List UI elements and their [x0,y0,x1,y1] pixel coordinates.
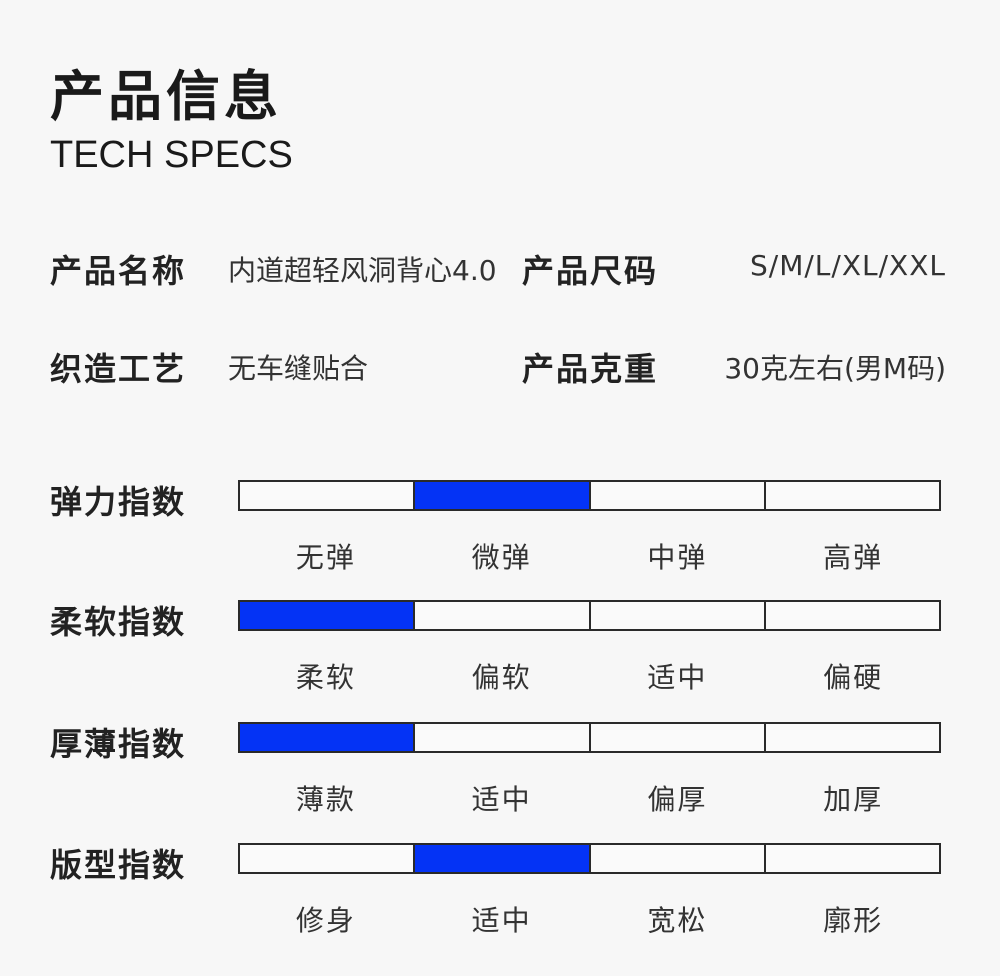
index-option-label: 适中 [471,904,532,937]
product-size-label: 产品尺码 [522,252,659,290]
index-label: 柔软指数 [50,603,187,641]
index-segment [591,845,766,872]
index-options: 无弹 微弹 中弹 高弹 [238,536,941,576]
index-option-label: 修身 [295,904,356,937]
index-option-label: 偏软 [471,661,532,694]
index-segment-selected [415,845,591,872]
index-segment [766,602,939,629]
index-segment [240,482,416,509]
page-title: 产品信息 [50,65,282,128]
craft-value: 无车缝贴合 [228,352,369,385]
index-segment [415,602,591,629]
index-option-label: 微弹 [471,541,532,574]
index-segment-selected [415,482,591,509]
index-segment [591,482,766,509]
product-name-label: 产品名称 [50,252,187,290]
index-segment [766,482,939,509]
product-name-value: 内道超轻风洞背心4.0 [228,254,497,287]
index-segment-selected [240,724,416,751]
index-bar [238,722,941,753]
index-segment [240,845,416,872]
index-option-label: 偏厚 [647,783,708,816]
index-option-label: 廓形 [823,904,884,937]
index-option-label: 宽松 [647,904,708,937]
index-segment [766,724,939,751]
index-option-label: 中弹 [647,541,708,574]
index-segment [766,845,939,872]
page-subtitle: TECH SPECS [50,134,293,176]
index-option-label: 偏硬 [823,661,884,694]
index-option-label: 加厚 [823,783,884,816]
index-options: 薄款 适中 偏厚 加厚 [238,778,941,818]
index-segment-selected [240,602,416,629]
index-segment [591,602,766,629]
index-label: 弹力指数 [50,483,187,521]
index-bar [238,843,941,874]
index-option-label: 薄款 [295,783,356,816]
index-option-label: 适中 [647,661,708,694]
index-option-label: 适中 [471,783,532,816]
index-option-label: 柔软 [295,661,356,694]
index-bar [238,480,941,511]
index-label: 厚薄指数 [50,725,187,763]
index-segment [591,724,766,751]
index-option-label: 高弹 [823,541,884,574]
index-label: 版型指数 [50,846,187,884]
index-options: 修身 适中 宽松 廓形 [238,899,941,939]
index-options: 柔软 偏软 适中 偏硬 [238,656,941,696]
weight-value: 30克左右(男M码) [724,352,946,385]
product-size-value: S/M/L/XL/XXL [749,249,946,282]
craft-label: 织造工艺 [50,350,187,388]
index-option-label: 无弹 [295,541,356,574]
index-segment [415,724,591,751]
index-bar [238,600,941,631]
weight-label: 产品克重 [522,350,659,388]
